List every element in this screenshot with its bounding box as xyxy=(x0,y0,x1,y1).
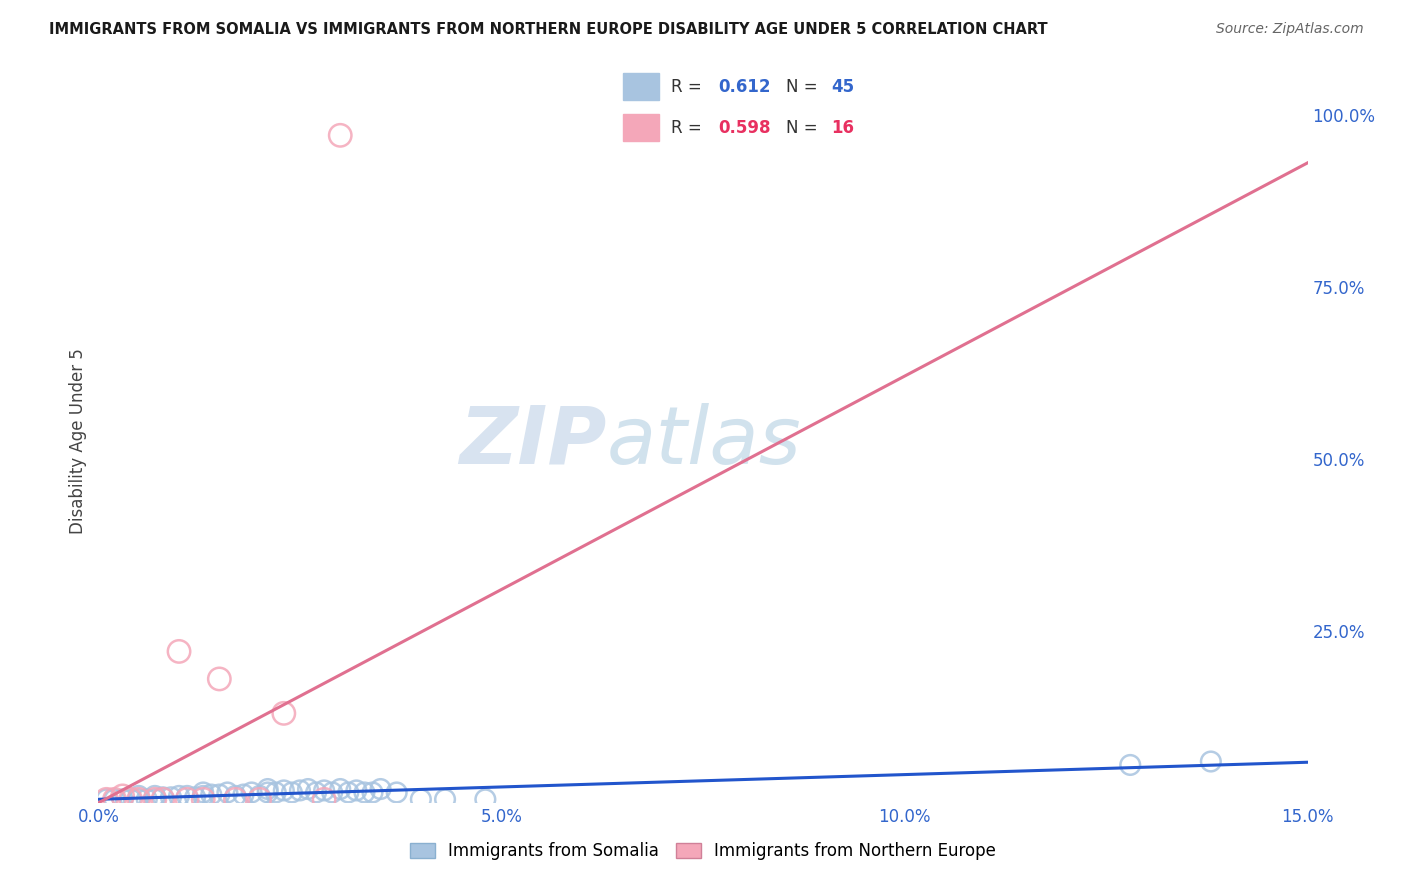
FancyBboxPatch shape xyxy=(623,73,659,100)
Point xyxy=(111,792,134,806)
Point xyxy=(96,792,118,806)
Point xyxy=(224,792,246,806)
Point xyxy=(200,788,222,802)
Point xyxy=(135,792,157,806)
Point xyxy=(143,792,166,806)
Point xyxy=(103,792,125,806)
Point xyxy=(344,783,367,797)
Point xyxy=(143,789,166,803)
Point xyxy=(329,782,352,797)
Point xyxy=(314,792,336,806)
Point xyxy=(193,789,215,803)
Point xyxy=(103,792,125,806)
Point xyxy=(314,783,336,797)
Text: atlas: atlas xyxy=(606,402,801,481)
Text: ZIP: ZIP xyxy=(458,402,606,481)
Point xyxy=(409,792,432,806)
Point xyxy=(370,782,392,797)
Text: R =: R = xyxy=(671,78,702,95)
Point xyxy=(256,782,278,797)
Text: 0.598: 0.598 xyxy=(718,119,770,136)
Text: 45: 45 xyxy=(831,78,853,95)
Point xyxy=(193,792,215,806)
Legend: Immigrants from Somalia, Immigrants from Northern Europe: Immigrants from Somalia, Immigrants from… xyxy=(404,836,1002,867)
Text: 16: 16 xyxy=(831,119,853,136)
Point xyxy=(96,792,118,806)
Point xyxy=(361,785,384,799)
Point xyxy=(337,785,360,799)
Text: IMMIGRANTS FROM SOMALIA VS IMMIGRANTS FROM NORTHERN EUROPE DISABILITY AGE UNDER : IMMIGRANTS FROM SOMALIA VS IMMIGRANTS FR… xyxy=(49,22,1047,37)
Point xyxy=(128,792,150,806)
Point xyxy=(321,785,343,799)
Point xyxy=(434,792,457,806)
Point xyxy=(128,789,150,803)
Point xyxy=(273,706,295,721)
Point xyxy=(232,788,254,802)
Point xyxy=(167,789,190,803)
Text: R =: R = xyxy=(671,119,702,136)
Point xyxy=(176,789,198,803)
Point xyxy=(152,790,174,805)
Point xyxy=(193,785,215,799)
Point xyxy=(208,672,231,686)
Point xyxy=(1119,758,1142,772)
Point xyxy=(176,792,198,806)
Point xyxy=(224,789,246,803)
Point xyxy=(288,783,311,797)
Text: Source: ZipAtlas.com: Source: ZipAtlas.com xyxy=(1216,22,1364,37)
Point xyxy=(1199,755,1222,769)
Point xyxy=(281,785,304,799)
Point xyxy=(353,785,375,799)
Point xyxy=(143,792,166,806)
Point xyxy=(208,788,231,802)
Point xyxy=(167,644,190,658)
Text: N =: N = xyxy=(786,119,817,136)
Point xyxy=(264,785,287,799)
Point xyxy=(120,792,142,806)
Text: N =: N = xyxy=(786,78,817,95)
Point xyxy=(128,792,150,806)
Point xyxy=(249,789,271,803)
Point xyxy=(256,785,278,799)
Point xyxy=(152,792,174,806)
Point xyxy=(111,789,134,803)
Point xyxy=(160,790,183,805)
FancyBboxPatch shape xyxy=(623,114,659,141)
Point xyxy=(385,785,408,799)
Point xyxy=(329,128,352,143)
Point xyxy=(297,782,319,797)
Point xyxy=(249,792,271,806)
Point xyxy=(217,785,239,799)
Point xyxy=(240,785,263,799)
Point xyxy=(184,790,207,805)
Point xyxy=(305,785,328,799)
Text: 0.612: 0.612 xyxy=(718,78,770,95)
Point xyxy=(474,792,496,806)
Point xyxy=(273,783,295,797)
Y-axis label: Disability Age Under 5: Disability Age Under 5 xyxy=(69,349,87,534)
Point xyxy=(120,792,142,806)
